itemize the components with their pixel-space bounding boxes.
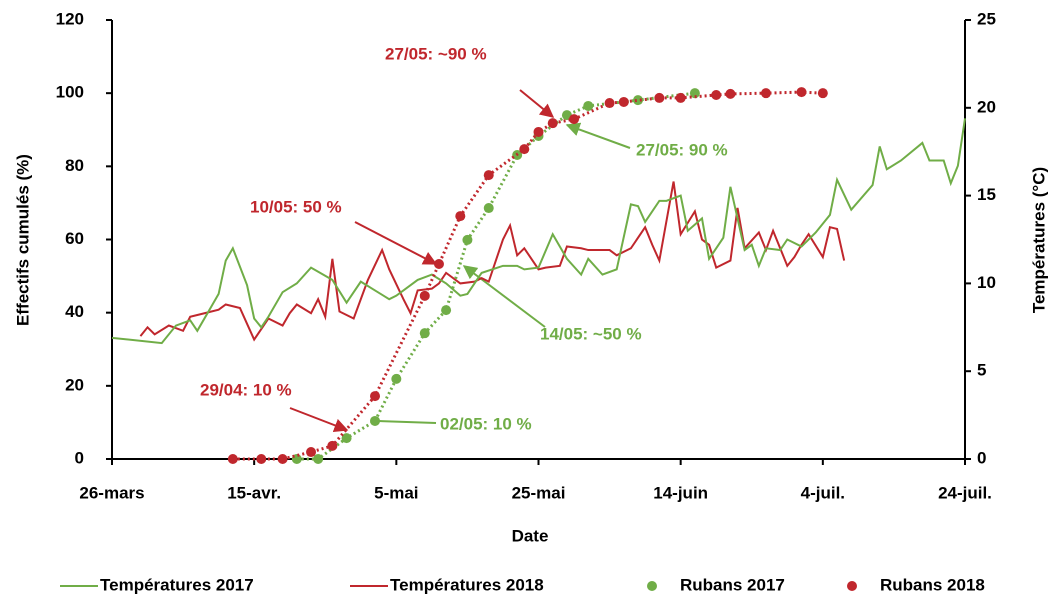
point	[433, 259, 444, 270]
x-axis-label: Date	[512, 526, 549, 545]
x-tick-label: 5-mai	[374, 483, 418, 502]
point	[313, 454, 324, 464]
point	[370, 391, 381, 402]
y2-tick-label: 5	[977, 361, 986, 380]
point	[306, 447, 317, 458]
temperature-line	[111, 118, 966, 345]
annotation: 29/04: 10 %	[200, 380, 292, 399]
legend-label: Températures 2017	[100, 575, 254, 594]
connector	[377, 420, 437, 424]
x-tick-label: 25-mai	[512, 483, 566, 502]
arrow	[565, 122, 631, 149]
y-tick-label: 80	[65, 156, 84, 175]
point	[370, 415, 381, 426]
y-tick-label: 20	[65, 375, 84, 394]
point	[583, 100, 594, 111]
arrow	[289, 407, 349, 432]
point	[455, 211, 466, 222]
annotation: 14/05: ~50 %	[540, 324, 642, 343]
annotation: 27/05: ~90 %	[385, 44, 487, 63]
y-tick-label: 0	[75, 448, 84, 467]
x-tick-label: 4-juil.	[801, 483, 845, 502]
annotation: 27/05: 90 %	[636, 140, 728, 159]
x-tick-label: 26-mars	[79, 483, 144, 502]
x-tick-label: 24-juil.	[938, 483, 992, 502]
point	[519, 144, 530, 155]
point	[483, 203, 494, 214]
point	[725, 88, 736, 99]
point	[462, 234, 473, 245]
y-tick-label: 40	[65, 302, 84, 321]
point	[711, 89, 722, 100]
legend-label: Rubans 2018	[880, 575, 985, 594]
arrow	[354, 221, 438, 265]
point	[569, 114, 580, 125]
point	[533, 126, 544, 137]
point	[441, 305, 452, 316]
annotation: 02/05: 10 %	[440, 414, 532, 433]
point	[277, 454, 288, 464]
point	[327, 440, 338, 451]
x-tick-label: 14-juin	[653, 483, 708, 502]
point	[604, 98, 615, 109]
y2-tick-label: 20	[977, 97, 996, 116]
point	[675, 92, 686, 103]
y2-tick-label: 25	[977, 9, 996, 28]
y-axis-label: Effectifs cumulés (%)	[13, 154, 32, 326]
legend-label: Températures 2018	[390, 575, 544, 594]
legend-swatch	[847, 581, 857, 591]
point	[391, 373, 402, 384]
annotation-arrows	[289, 89, 631, 432]
point	[633, 95, 644, 106]
point	[796, 87, 807, 98]
y2-axis-label: Températures (°C)	[1029, 167, 1048, 313]
y2-tick-label: 10	[977, 273, 996, 292]
annotation: 10/05: 50 %	[250, 197, 342, 216]
legend-label: Rubans 2017	[680, 575, 785, 594]
arrow	[519, 89, 555, 118]
point	[547, 118, 558, 129]
point	[654, 92, 665, 103]
point	[689, 88, 700, 99]
x-tick-label: 15-avr.	[227, 483, 281, 502]
y-tick-label: 100	[56, 83, 84, 102]
point	[817, 88, 828, 99]
point	[256, 454, 267, 464]
point	[760, 88, 771, 99]
point	[483, 170, 494, 181]
point	[227, 454, 238, 464]
y-tick-label: 120	[56, 9, 84, 28]
point	[341, 433, 352, 444]
point	[419, 328, 430, 339]
legend-swatch	[647, 581, 657, 591]
y2-tick-label: 0	[977, 448, 986, 467]
arrow	[462, 265, 546, 328]
point	[618, 96, 629, 107]
y-tick-label: 60	[65, 229, 84, 248]
y2-tick-label: 15	[977, 185, 996, 204]
point	[419, 290, 430, 301]
